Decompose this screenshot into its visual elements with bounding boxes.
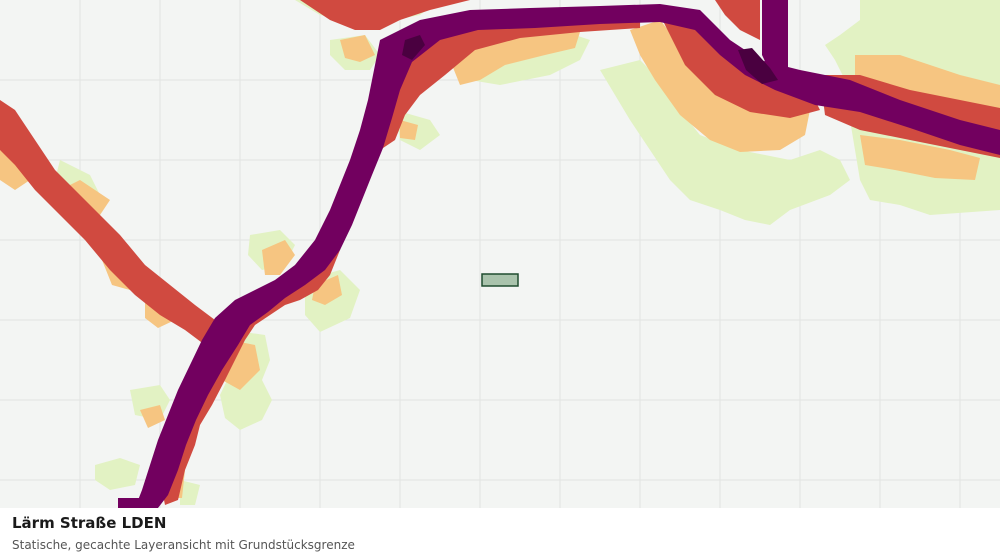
layer-caption: Lärm Straße LDEN Statische, gecachte Lay… [0, 508, 1000, 560]
noise-map[interactable] [0, 0, 1000, 508]
layer-title: Lärm Straße LDEN [12, 514, 167, 532]
layer-subtitle: Statische, gecachte Layeransicht mit Gru… [12, 538, 355, 552]
noise-map-canvas[interactable] [0, 0, 1000, 508]
property-parcel[interactable] [481, 273, 519, 287]
noise-band-high [118, 0, 1000, 508]
noise-band-highest [402, 35, 778, 84]
